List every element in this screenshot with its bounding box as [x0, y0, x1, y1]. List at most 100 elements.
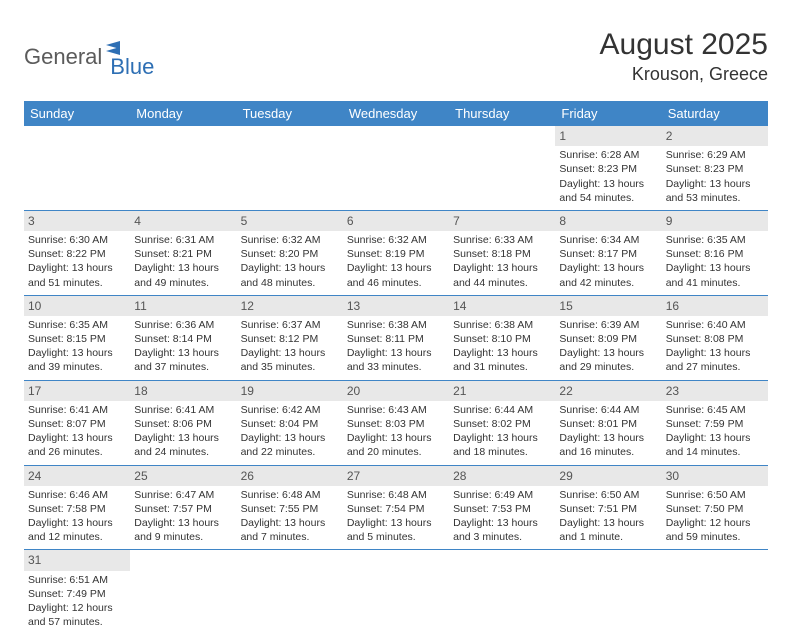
day-info-line: Daylight: 13 hours	[241, 431, 339, 445]
month-title: August 2025	[600, 28, 768, 62]
calendar-day-cell: 11 Sunrise: 6:36 AMSunset: 8:14 PMDayligh…	[130, 295, 236, 380]
day-info-line: Sunrise: 6:47 AM	[134, 488, 232, 502]
day-info-line: Sunset: 8:10 PM	[453, 332, 551, 346]
day-info-line: Sunrise: 6:41 AM	[134, 403, 232, 417]
header: General Blue August 2025 Krouson, Greece	[24, 28, 768, 85]
day-info-line: Daylight: 13 hours	[559, 261, 657, 275]
calendar-day-cell: 30Sunrise: 6:50 AMSunset: 7:50 PMDayligh…	[662, 465, 768, 550]
day-info-line: Daylight: 13 hours	[453, 516, 551, 530]
title-block: August 2025 Krouson, Greece	[600, 28, 768, 85]
calendar-day-cell: 8 Sunrise: 6:34 AMSunset: 8:17 PMDaylight…	[555, 210, 661, 295]
day-info-line: Daylight: 13 hours	[134, 261, 232, 275]
day-info-line: Sunrise: 6:44 AM	[453, 403, 551, 417]
calendar-day-cell: 31Sunrise: 6:51 AMSunset: 7:49 PMDayligh…	[24, 550, 130, 634]
day-number: 28	[449, 466, 555, 486]
day-info-line: and 41 minutes.	[666, 276, 764, 290]
calendar-day-cell: 26Sunrise: 6:48 AMSunset: 7:55 PMDayligh…	[237, 465, 343, 550]
day-info-line: Daylight: 13 hours	[134, 346, 232, 360]
day-info-line: and 16 minutes.	[559, 445, 657, 459]
day-info-line: Daylight: 13 hours	[666, 431, 764, 445]
day-info-line: and 49 minutes.	[134, 276, 232, 290]
calendar-day-cell: 24Sunrise: 6:46 AMSunset: 7:58 PMDayligh…	[24, 465, 130, 550]
day-number: 18	[130, 381, 236, 401]
day-info-line: Sunrise: 6:38 AM	[347, 318, 445, 332]
day-info-line: Sunrise: 6:50 AM	[666, 488, 764, 502]
day-info-line: Sunset: 7:57 PM	[134, 502, 232, 516]
day-info-line: Sunset: 7:58 PM	[28, 502, 126, 516]
day-info-line: and 35 minutes.	[241, 360, 339, 374]
day-info-line: Sunset: 8:11 PM	[347, 332, 445, 346]
day-info-line: and 46 minutes.	[347, 276, 445, 290]
day-number: 23	[662, 381, 768, 401]
day-info-line: Daylight: 13 hours	[347, 261, 445, 275]
calendar-week-row: 10Sunrise: 6:35 AMSunset: 8:15 PMDayligh…	[24, 295, 768, 380]
day-number: 11	[130, 296, 236, 316]
calendar-day-cell	[130, 550, 236, 634]
day-info-line: and 37 minutes.	[134, 360, 232, 374]
day-info-line: Daylight: 13 hours	[241, 261, 339, 275]
day-info-line: Daylight: 13 hours	[666, 346, 764, 360]
calendar-day-cell: 3Sunrise: 6:30 AMSunset: 8:22 PMDaylight…	[24, 210, 130, 295]
calendar-day-cell: 4Sunrise: 6:31 AMSunset: 8:21 PMDaylight…	[130, 210, 236, 295]
day-info-line: Sunrise: 6:49 AM	[453, 488, 551, 502]
day-info-line: Daylight: 13 hours	[453, 346, 551, 360]
day-info-line: Sunset: 7:49 PM	[28, 587, 126, 601]
day-info-line: Daylight: 13 hours	[241, 346, 339, 360]
day-info-line: Sunset: 8:22 PM	[28, 247, 126, 261]
calendar-week-row: 31Sunrise: 6:51 AMSunset: 7:49 PMDayligh…	[24, 550, 768, 634]
calendar-day-cell	[662, 550, 768, 634]
day-info-line: Daylight: 13 hours	[28, 261, 126, 275]
weekday-header: Monday	[130, 101, 236, 126]
day-info-line: and 20 minutes.	[347, 445, 445, 459]
day-info-line: Daylight: 13 hours	[453, 431, 551, 445]
day-info-line: and 18 minutes.	[453, 445, 551, 459]
day-info-line: Daylight: 13 hours	[666, 261, 764, 275]
calendar-day-cell: 16Sunrise: 6:40 AMSunset: 8:08 PMDayligh…	[662, 295, 768, 380]
day-info-line: Sunrise: 6:46 AM	[28, 488, 126, 502]
day-info-line: Sunrise: 6:40 AM	[666, 318, 764, 332]
day-info-line: Sunrise: 6:34 AM	[559, 233, 657, 247]
day-info-line: Daylight: 13 hours	[559, 346, 657, 360]
day-info-line: and 12 minutes.	[28, 530, 126, 544]
day-number: 8	[555, 211, 661, 231]
location: Krouson, Greece	[600, 64, 768, 85]
day-info-line: Sunrise: 6:45 AM	[666, 403, 764, 417]
day-info-line: and 39 minutes.	[28, 360, 126, 374]
day-info-line: Daylight: 12 hours	[666, 516, 764, 530]
day-info-line: Sunrise: 6:33 AM	[453, 233, 551, 247]
day-info-line: Sunrise: 6:35 AM	[28, 318, 126, 332]
weekday-header: Tuesday	[237, 101, 343, 126]
calendar-day-cell: 13Sunrise: 6:38 AMSunset: 8:11 PMDayligh…	[343, 295, 449, 380]
day-info-line: Sunset: 8:14 PM	[134, 332, 232, 346]
day-number: 25	[130, 466, 236, 486]
calendar-day-cell: 12Sunrise: 6:37 AMSunset: 8:12 PMDayligh…	[237, 295, 343, 380]
day-info-line: and 7 minutes.	[241, 530, 339, 544]
day-info-line: Sunset: 8:01 PM	[559, 417, 657, 431]
calendar-day-cell: 18Sunrise: 6:41 AMSunset: 8:06 PMDayligh…	[130, 380, 236, 465]
day-info-line: and 29 minutes.	[559, 360, 657, 374]
calendar-day-cell: 20Sunrise: 6:43 AMSunset: 8:03 PMDayligh…	[343, 380, 449, 465]
day-info-line: Daylight: 13 hours	[559, 177, 657, 191]
day-info-line: Sunset: 8:19 PM	[347, 247, 445, 261]
day-number: 17	[24, 381, 130, 401]
calendar-week-row: 17Sunrise: 6:41 AMSunset: 8:07 PMDayligh…	[24, 380, 768, 465]
day-info-line: Sunset: 8:17 PM	[559, 247, 657, 261]
day-info-line: and 59 minutes.	[666, 530, 764, 544]
calendar-day-cell: 10Sunrise: 6:35 AMSunset: 8:15 PMDayligh…	[24, 295, 130, 380]
day-info-line: Daylight: 13 hours	[28, 346, 126, 360]
day-info-line: Sunrise: 6:36 AM	[134, 318, 232, 332]
day-number: 7	[449, 211, 555, 231]
day-number: 27	[343, 466, 449, 486]
day-number: 4	[130, 211, 236, 231]
day-info-line: Sunrise: 6:28 AM	[559, 148, 657, 162]
day-number: 6	[343, 211, 449, 231]
calendar-day-cell: 23Sunrise: 6:45 AMSunset: 7:59 PMDayligh…	[662, 380, 768, 465]
day-info-line: Sunset: 7:51 PM	[559, 502, 657, 516]
day-number: 14	[449, 296, 555, 316]
day-info-line: Sunset: 8:15 PM	[28, 332, 126, 346]
day-info-line: Sunrise: 6:39 AM	[559, 318, 657, 332]
calendar-day-cell: 14Sunrise: 6:38 AMSunset: 8:10 PMDayligh…	[449, 295, 555, 380]
day-info-line: Sunrise: 6:29 AM	[666, 148, 764, 162]
day-info-line: Daylight: 13 hours	[347, 346, 445, 360]
day-info-line: Sunrise: 6:32 AM	[347, 233, 445, 247]
